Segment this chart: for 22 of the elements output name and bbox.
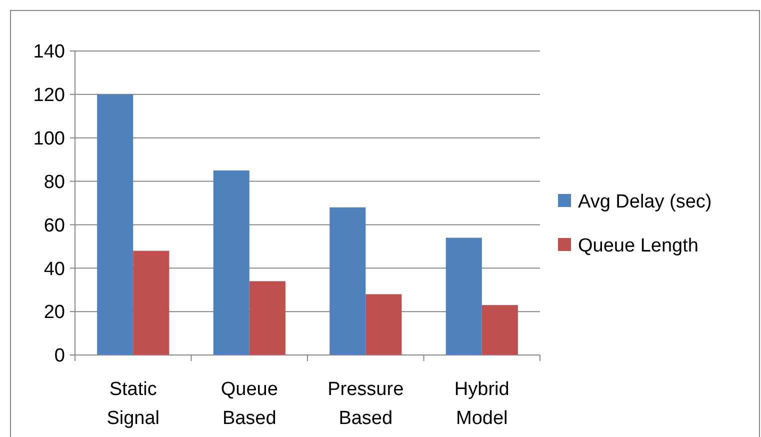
bar [366,294,402,355]
y-tick-label: 80 [44,172,65,193]
y-tick-label: 60 [44,215,65,236]
legend-label: Avg Delay (sec) [578,192,712,213]
y-tick-label: 20 [44,302,65,324]
y-tick-label: 140 [33,42,65,63]
y-tick-label: 120 [33,85,65,106]
bar [133,250,170,355]
bar [446,238,482,355]
bar [249,281,286,355]
x-tick-label: Hybrid Model [454,379,510,429]
x-tick-label: Static Signal [106,379,160,429]
bar [482,305,518,355]
y-tick-label: 40 [44,258,65,280]
bar [330,207,366,355]
bar [213,170,250,355]
y-tick-label: 100 [33,128,65,150]
legend-label: Queue Length [578,236,698,257]
bar [97,94,134,355]
x-tick-label: Pressure Based [328,379,404,429]
x-tick-label: Queue Based [220,379,278,429]
y-tick-label: 0 [54,346,65,367]
